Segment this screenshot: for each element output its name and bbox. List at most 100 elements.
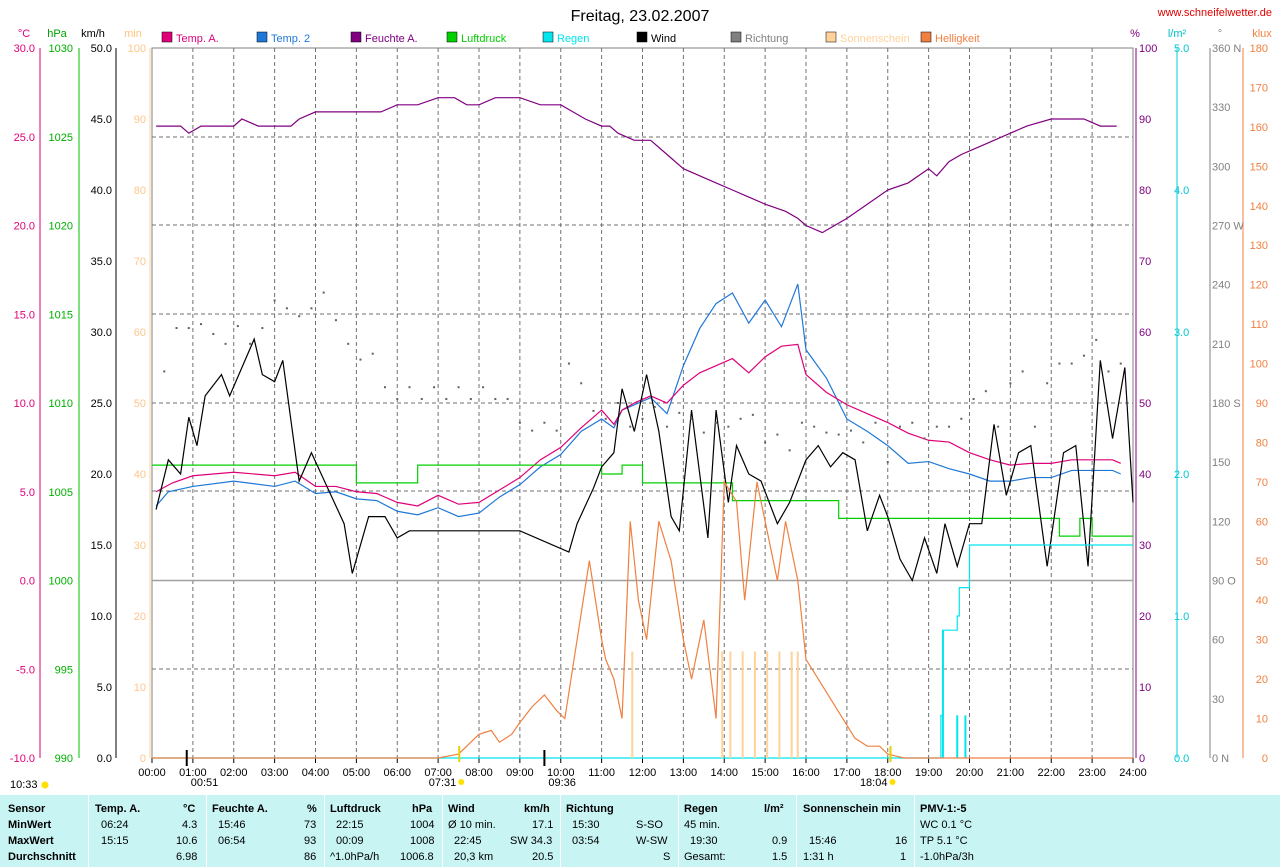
stats-sun-max-value: 16 bbox=[895, 835, 908, 847]
dir-tick-11: 30 bbox=[1212, 694, 1224, 706]
stats-dir-r1-value: S-SO bbox=[636, 819, 663, 831]
stats-hum-min-time: 15:46 bbox=[218, 819, 246, 831]
series-richtung-point-8 bbox=[261, 327, 264, 330]
series-richtung-point-48 bbox=[751, 413, 754, 416]
hum-tick-3: 70 bbox=[1139, 256, 1151, 268]
unit-hum: % bbox=[1130, 28, 1140, 40]
series-richtung-point-63 bbox=[935, 425, 938, 428]
unit-dir: ° bbox=[1218, 28, 1222, 40]
stats-temp-max-time: 15:15 bbox=[101, 835, 129, 847]
series-richtung-point-19 bbox=[396, 398, 399, 401]
daylength-label: 10:33 bbox=[10, 779, 38, 791]
sunrise-icon bbox=[458, 779, 465, 785]
stats-wind-max-time: 22:45 bbox=[454, 835, 482, 847]
wind-tick-3: 35.0 bbox=[91, 256, 112, 268]
dir-tick-1: 330 bbox=[1212, 102, 1230, 114]
stats-row-max: MaxWert bbox=[8, 835, 54, 847]
series-richtung-point-42 bbox=[678, 411, 681, 414]
stats-rain-duration: 45 min. bbox=[684, 819, 721, 831]
sun-tick-0: 100 bbox=[128, 43, 146, 55]
stats-press-max-time: 00:09 bbox=[336, 835, 364, 847]
series-richtung-point-69 bbox=[1009, 382, 1012, 385]
series-richtung-point-7 bbox=[249, 342, 252, 345]
stats-hum-avg: 86 bbox=[304, 851, 317, 863]
stats-rain-total-label: Gesamt: bbox=[684, 851, 726, 863]
press-tick-0: 1030 bbox=[49, 43, 73, 55]
legend-label-5: Wind bbox=[651, 33, 676, 45]
stats-dir-r2-time: 03:54 bbox=[572, 835, 600, 847]
stats-row-min: MinWert bbox=[8, 819, 52, 831]
series-richtung-point-27 bbox=[494, 398, 497, 401]
x-tick-label-9: 09:00 bbox=[506, 767, 534, 779]
hum-tick-0: 100 bbox=[1139, 43, 1157, 55]
sun-tick-1: 90 bbox=[134, 114, 146, 126]
series-richtung-point-68 bbox=[997, 425, 1000, 428]
hum-tick-9: 10 bbox=[1139, 682, 1151, 694]
stats-rain-max-time: 19:30 bbox=[690, 835, 718, 847]
stats-rain-total-value: 1.5 bbox=[772, 851, 788, 863]
wind-tick-10: 0.0 bbox=[97, 753, 112, 765]
temp-tick-1: 25.0 bbox=[14, 132, 35, 144]
sun-tick-10: 0 bbox=[140, 753, 146, 765]
wind-tick-6: 20.0 bbox=[91, 469, 112, 481]
series-richtung-point-10 bbox=[285, 307, 288, 310]
lux-tick-6: 120 bbox=[1250, 280, 1268, 292]
temp-tick-2: 20.0 bbox=[14, 221, 35, 233]
stats-wind-avg: 20.5 bbox=[532, 851, 554, 863]
lux-tick-4: 140 bbox=[1250, 201, 1268, 213]
stats-hum-unit: % bbox=[307, 803, 317, 815]
series-richtung-point-66 bbox=[972, 398, 975, 401]
press-tick-2: 1020 bbox=[49, 221, 73, 233]
lux-tick-15: 30 bbox=[1256, 635, 1268, 647]
weather-chart: Freitag, 23.02.2007 www.schneifelwetter.d… bbox=[10, 7, 1272, 791]
sun-tick-8: 20 bbox=[134, 611, 146, 623]
series-richtung-point-40 bbox=[653, 405, 656, 408]
series-richtung-point-6 bbox=[236, 325, 239, 328]
series-richtung-point-9 bbox=[273, 299, 276, 302]
dir-tick-9: 90 O bbox=[1212, 576, 1236, 588]
wind-tick-0: 50.0 bbox=[91, 43, 112, 55]
series-richtung-point-12 bbox=[310, 307, 313, 310]
series-richtung-point-21 bbox=[420, 398, 423, 401]
x-tick-label-13: 13:00 bbox=[670, 767, 698, 779]
series-richtung-point-1 bbox=[175, 327, 178, 330]
legend-swatch-6 bbox=[730, 31, 742, 43]
lux-tick-13: 50 bbox=[1256, 556, 1268, 568]
legend-swatch-1 bbox=[256, 31, 268, 43]
sunset-icon bbox=[889, 779, 896, 785]
press-tick-5: 1005 bbox=[49, 487, 73, 499]
legend-label-7: Sonnenschein bbox=[840, 33, 910, 45]
stats-pmv-header: PMV-1:-5 bbox=[920, 803, 967, 815]
unit-lux: klux bbox=[1252, 28, 1272, 40]
series-richtung-point-37 bbox=[616, 402, 619, 404]
stats-temp-min-value: 4.3 bbox=[182, 819, 198, 831]
x-tick-label-14: 14:00 bbox=[710, 767, 738, 779]
series-richtung-point-57 bbox=[862, 441, 865, 444]
series-richtung-point-47 bbox=[739, 417, 742, 420]
temp-max-label: 09:36 bbox=[548, 777, 576, 789]
series-richtung-point-33 bbox=[567, 362, 570, 365]
series-richtung-point-70 bbox=[1021, 370, 1024, 373]
lux-tick-18: 0 bbox=[1262, 753, 1268, 765]
series-richtung-point-25 bbox=[469, 398, 472, 401]
stats-temp-avg: 6.98 bbox=[176, 851, 198, 863]
series-richtung-point-51 bbox=[788, 449, 791, 452]
x-tick-label-2: 02:00 bbox=[220, 767, 248, 779]
dir-tick-10: 60 bbox=[1212, 635, 1224, 647]
stats-rain-unit: l/m² bbox=[764, 803, 784, 815]
series-richtung-point-53 bbox=[813, 425, 816, 428]
stats-wind-min-label: Ø 10 min. bbox=[448, 819, 496, 831]
series-richtung-point-20 bbox=[408, 386, 411, 389]
stats-press-trend: ^1.0hPa/h bbox=[330, 851, 380, 863]
dir-tick-5: 210 bbox=[1212, 339, 1230, 351]
stats-sun-max-time: 15:46 bbox=[809, 835, 837, 847]
sun-tick-7: 30 bbox=[134, 540, 146, 552]
x-tick-label-12: 12:00 bbox=[629, 767, 657, 779]
rain-tick-3: 2.0 bbox=[1174, 469, 1189, 481]
legend-label-3: Luftdruck bbox=[461, 33, 507, 45]
stats-press-max-value: 1008 bbox=[410, 835, 435, 847]
stats-wind-distance: 20,3 km bbox=[454, 851, 494, 863]
wind-tick-9: 5.0 bbox=[97, 682, 112, 694]
sun-tick-2: 80 bbox=[134, 185, 146, 197]
sun-tick-3: 70 bbox=[134, 256, 146, 268]
